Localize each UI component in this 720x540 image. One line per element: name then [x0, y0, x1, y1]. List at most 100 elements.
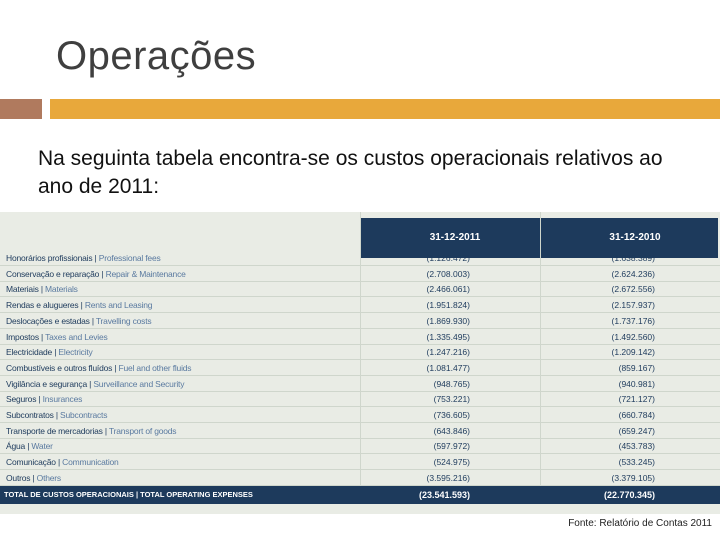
row-value-2010: (2.672.556): [611, 284, 655, 295]
row-value-2011: (2.466.061): [426, 284, 470, 295]
row-label-en: Subcontracts: [60, 410, 108, 420]
total-2010: (22.770.345): [603, 490, 655, 500]
row-value-2011: (1.081.477): [426, 362, 470, 373]
row-value-2010: (1.492.560): [611, 331, 655, 342]
table-row: Comunicação | Communication (524.975) (533…: [0, 454, 720, 471]
row-value-2010: (533.245): [618, 457, 655, 468]
total-2011: (23.541.593): [418, 490, 470, 500]
row-value-2010: (1.638.389): [611, 253, 655, 263]
table-row: Vigilância e segurança | Surveillance an…: [0, 376, 720, 392]
row-label: Deslocações e estadas | Travelling costs: [6, 315, 152, 326]
row-label-pt: Conservação e reparação: [6, 268, 100, 279]
table-row: Materiais | Materials (2.466.061) (2.672.5…: [0, 281, 720, 298]
row-value-2011: (597.972): [433, 441, 470, 452]
row-value-2011: (1.335.495): [426, 331, 470, 342]
row-label: Água | Water: [6, 441, 53, 452]
row-value-2011: (753.221): [433, 394, 470, 405]
row-label-en: Water: [31, 441, 53, 452]
row-value-2010: (1.737.176): [611, 315, 655, 326]
slide-title: Operações: [56, 34, 257, 78]
row-label: Seguros | Insurances: [6, 394, 83, 405]
row-label: Outros | Others: [6, 472, 62, 483]
row-value-2011: (643.846): [433, 425, 470, 436]
row-label-en: Materials: [45, 284, 78, 295]
table-row: Transporte de mercadorias | Transport of…: [0, 423, 720, 439]
row-value-2011: (1.247.216): [426, 347, 470, 358]
row-label-en: Repair & Maintenance: [105, 268, 186, 279]
row-label-pt: Deslocações e estadas: [6, 315, 90, 326]
row-value-2011: (1.126.472): [426, 253, 470, 263]
row-value-2010: (453.783): [618, 441, 655, 452]
row-label-en: Insurances: [42, 394, 83, 405]
row-value-2010: (659.247): [618, 425, 655, 436]
row-label-en: Others: [36, 472, 62, 483]
table-row: Rendas e alugueres | Rents and Leasing (1…: [0, 297, 720, 314]
accent-bar-right: [50, 99, 720, 119]
row-value-2011: (3.595.216): [426, 472, 470, 483]
row-value-2011: (524.975): [433, 457, 470, 468]
row-value-2011: (1.869.930): [426, 315, 470, 326]
row-value-2010: (721.127): [618, 394, 655, 405]
table-row: Combustíveis e outros fluídos | Fuel and…: [0, 360, 720, 376]
row-label: Rendas e alugueres | Rents and Leasing: [6, 300, 153, 311]
row-value-2010: (2.157.937): [611, 300, 655, 311]
row-label: Comunicação | Communication: [6, 457, 119, 468]
row-label-en: Communication: [62, 457, 119, 468]
table-row: Outros | Others (3.595.216) (3.379.105): [0, 470, 720, 486]
table-row: Seguros | Insurances (753.221) (721.127): [0, 391, 720, 408]
table-total-row: TOTAL DE CUSTOS OPERACIONAIS | TOTAL OPE…: [0, 486, 720, 504]
row-label-en: Transport of goods: [108, 425, 177, 436]
accent-bar-left: [0, 99, 42, 119]
row-label-en: Surveillance and Security: [93, 378, 185, 389]
row-label: Materiais | Materials: [6, 284, 78, 295]
column-separator: [360, 212, 361, 486]
row-label-en: Professional fees: [98, 253, 161, 263]
row-label-pt: Impostos: [6, 331, 39, 342]
row-value-2011: (736.605): [433, 410, 470, 420]
row-label-pt: Honorários profissionais: [6, 253, 93, 263]
row-value-2010: (660.784): [618, 410, 655, 420]
row-label: Honorários profissionais | Professional …: [6, 253, 161, 263]
table-row: Água | Water (597.972) (453.783): [0, 438, 720, 455]
header-2010: 31-12-2010: [609, 232, 661, 243]
row-value-2010: (2.624.236): [611, 268, 655, 279]
row-label-pt: Electricidade: [6, 347, 53, 358]
row-label-pt: Comunicação: [6, 457, 56, 468]
table-row: Conservação e reparação | Repair & Maint…: [0, 266, 720, 282]
row-value-2010: (859.167): [618, 362, 655, 373]
table-row: Electricidade | Electricity (1.247.216) (1…: [0, 344, 720, 361]
table-row: Impostos | Taxes and Levies (1.335.495) (1…: [0, 329, 720, 345]
table-header-band: [360, 218, 718, 258]
row-label-pt: Vigilância e segurança: [6, 378, 87, 389]
row-label: Vigilância e segurança | Surveillance an…: [6, 378, 185, 389]
row-label-pt: Outros: [6, 472, 31, 483]
intro-text: Na seguinta tabela encontra-se os custos…: [38, 147, 663, 198]
row-label-pt: Combustíveis e outros fluídos: [6, 362, 113, 373]
total-label: TOTAL DE CUSTOS OPERACIONAIS | TOTAL OPE…: [4, 490, 253, 499]
column-separator: [540, 212, 541, 486]
row-label-pt: Seguros: [6, 394, 37, 405]
row-label-pt: Materiais: [6, 284, 39, 295]
row-label: Conservação e reparação | Repair & Maint…: [6, 268, 186, 279]
row-label: Transporte de mercadorias | Transport of…: [6, 425, 177, 436]
row-label-pt: Transporte de mercadorias: [6, 425, 103, 436]
row-label-pt: Água: [6, 441, 26, 452]
row-label-en: Travelling costs: [95, 315, 152, 326]
header-2011: 31-12-2011: [429, 232, 481, 243]
row-label-pt: Subcontratos: [6, 410, 54, 420]
row-label-en: Fuel and other fluids: [118, 362, 192, 373]
row-value-2011: (1.951.824): [426, 300, 470, 311]
row-label: Combustíveis e outros fluídos | Fuel and…: [6, 362, 192, 373]
row-label: Electricidade | Electricity: [6, 347, 93, 358]
row-label: Subcontratos | Subcontracts: [6, 410, 108, 420]
source-note: Fonte: Relatório de Contas 2011: [568, 518, 712, 529]
row-label-en: Electricity: [58, 347, 93, 358]
table-row: Deslocações e estadas | Travelling costs…: [0, 313, 720, 329]
row-label-pt: Rendas e alugueres: [6, 300, 79, 311]
table-row: Honorários profissionais | Professional …: [0, 250, 720, 266]
row-value-2010: (940.981): [618, 378, 655, 389]
row-label: Impostos | Taxes and Levies: [6, 331, 108, 342]
row-value-2011: (948.765): [433, 378, 470, 389]
row-label-en: Rents and Leasing: [84, 300, 153, 311]
row-value-2010: (3.379.105): [611, 472, 655, 483]
